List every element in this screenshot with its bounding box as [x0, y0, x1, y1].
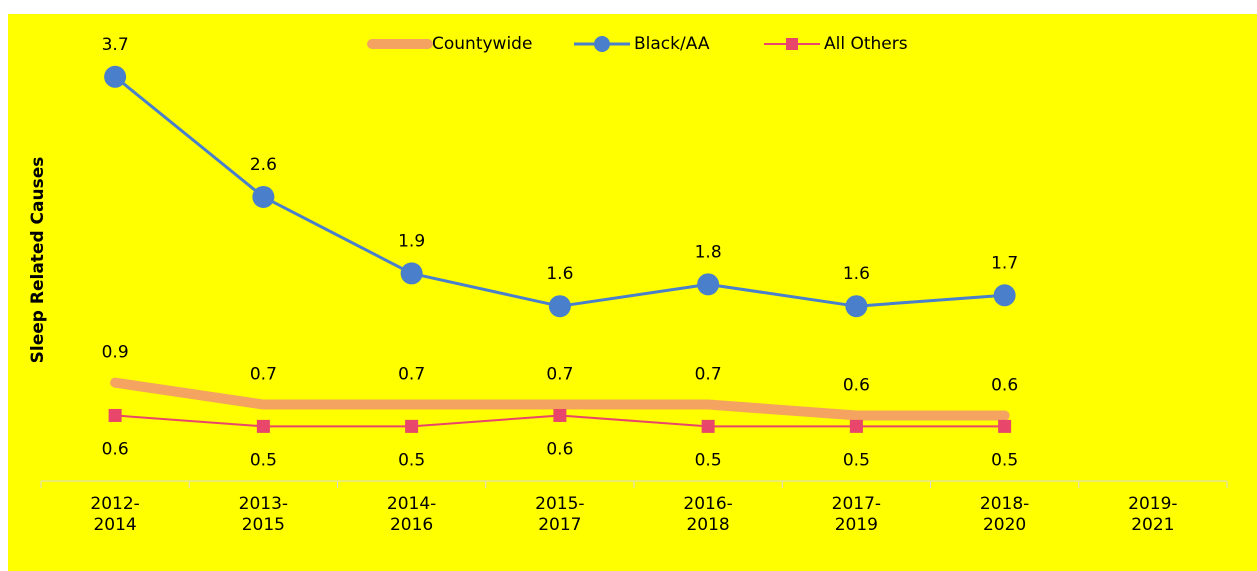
- legend-label: Countywide: [432, 34, 532, 54]
- data-label: 0.6: [102, 439, 129, 459]
- data-label: 1.6: [546, 264, 573, 284]
- data-label: 0.6: [991, 375, 1018, 395]
- point: [998, 419, 1012, 433]
- data-label: 0.5: [398, 450, 425, 470]
- chart-background: [8, 14, 1257, 571]
- point: [697, 273, 720, 296]
- point: [849, 419, 863, 433]
- point: [553, 408, 567, 422]
- point: [405, 419, 419, 433]
- data-label: 2.6: [250, 155, 277, 175]
- data-label: 0.7: [398, 365, 425, 385]
- data-label: 0.5: [250, 450, 277, 470]
- data-label: 0.6: [546, 439, 573, 459]
- series-line: [110, 377, 1010, 421]
- data-label: 0.5: [991, 450, 1018, 470]
- legend-label: All Others: [824, 34, 908, 54]
- point: [400, 262, 423, 285]
- x-tick-label: 2019-2021: [1128, 494, 1178, 535]
- data-label: 0.7: [546, 365, 573, 385]
- data-label: 1.6: [843, 264, 870, 284]
- x-tick-label: 2014-2016: [386, 494, 437, 535]
- y-axis-title: Sleep Related Causes: [28, 157, 48, 364]
- x-tick-label: 2016-2018: [683, 494, 733, 535]
- x-tick-label: 2013-2015: [238, 494, 289, 535]
- data-label: 0.5: [695, 450, 722, 470]
- point: [104, 65, 127, 88]
- x-tick-label: 2012-2014: [90, 494, 140, 535]
- x-tick-label: 2015-2017: [535, 494, 585, 535]
- x-tick-label: 2017-2019: [831, 494, 882, 535]
- data-label: 1.9: [398, 231, 425, 251]
- point: [548, 295, 571, 318]
- data-label: 0.7: [250, 365, 277, 385]
- point: [993, 284, 1016, 307]
- data-label: 1.7: [991, 253, 1018, 273]
- point: [845, 295, 868, 318]
- point: [701, 419, 715, 433]
- data-label: 0.5: [843, 450, 870, 470]
- legend-marker: [786, 38, 798, 50]
- data-label: 0.7: [695, 365, 722, 385]
- data-label: 0.6: [843, 375, 870, 395]
- legend-label: Black/AA: [634, 34, 710, 54]
- point: [108, 408, 122, 422]
- data-label: 1.8: [695, 242, 722, 262]
- legend-marker: [594, 36, 610, 52]
- point: [256, 419, 270, 433]
- x-tick-label: 2018-2020: [979, 494, 1030, 535]
- data-label: 3.7: [102, 35, 129, 55]
- point: [252, 185, 275, 208]
- data-label: 0.9: [102, 343, 129, 363]
